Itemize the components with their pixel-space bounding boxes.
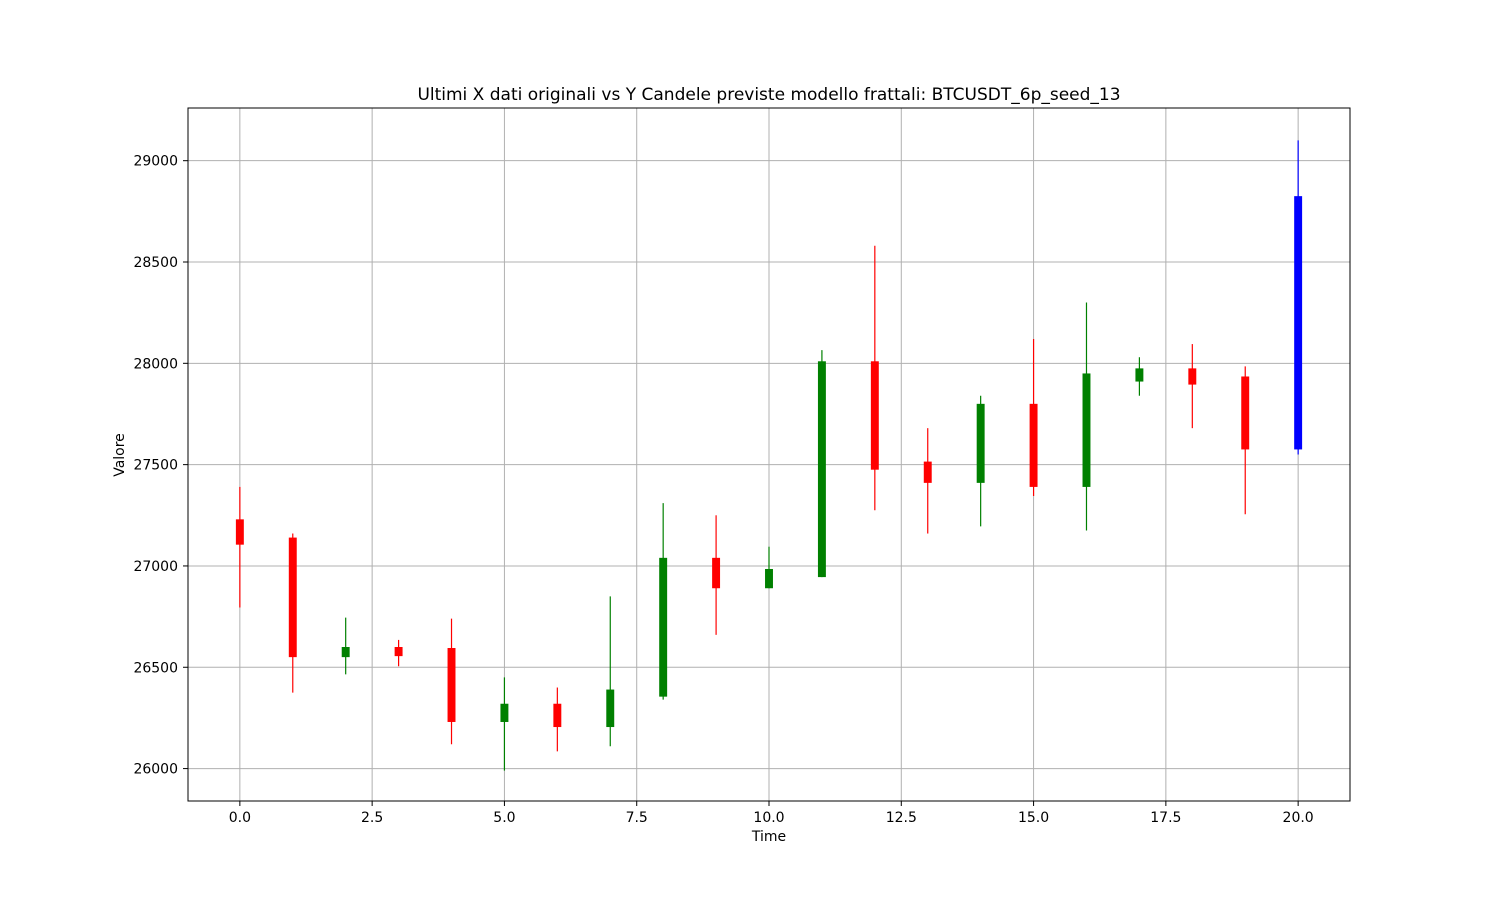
- y-tick-label: 26500: [133, 660, 178, 676]
- candle-body: [1082, 373, 1091, 487]
- y-tick-label: 27500: [133, 458, 178, 474]
- candle-body: [447, 648, 456, 722]
- candle-body: [1135, 368, 1144, 382]
- y-tick-label: 26000: [133, 762, 178, 778]
- candle-body: [976, 403, 985, 483]
- y-axis-label: Valore: [112, 433, 128, 477]
- axis-ticks: 0.0 2.5 5.0 7.5 10.0 12.5 15.0 17.5 20.0 26000 265…: [133, 154, 1313, 826]
- y-tick-label: 27000: [133, 559, 178, 575]
- candle-body: [870, 361, 879, 470]
- candle-body: [659, 557, 668, 697]
- candle-body: [1188, 368, 1197, 385]
- y-tick-label: 29000: [133, 154, 178, 170]
- x-tick-label: 15.0: [1018, 810, 1049, 826]
- candle-body: [235, 519, 244, 545]
- x-axis-label: Time: [751, 829, 786, 845]
- x-tick-label: 10.0: [753, 810, 784, 826]
- candle-body: [765, 568, 773, 589]
- x-tick-label: 17.5: [1150, 810, 1181, 826]
- candles: [235, 140, 1303, 771]
- candle-body: [1294, 196, 1303, 450]
- candle-body: [553, 703, 562, 728]
- candle-body: [288, 537, 297, 658]
- candle-body: [923, 461, 932, 483]
- candle-body: [1029, 403, 1038, 487]
- chart-title: Ultimi X dati originali vs Y Candele pre…: [417, 85, 1120, 105]
- candle-body: [500, 703, 509, 722]
- candle-body: [712, 557, 721, 589]
- candle-body: [341, 647, 350, 658]
- x-tick-label: 20.0: [1283, 810, 1314, 826]
- y-tick-label: 28500: [133, 255, 178, 271]
- x-tick-label: 7.5: [626, 810, 648, 826]
- x-tick-label: 0.0: [229, 810, 251, 826]
- candle-body: [394, 647, 403, 657]
- grid: [188, 108, 1350, 801]
- y-tick-label: 28000: [133, 356, 178, 372]
- candle-body: [1241, 376, 1250, 450]
- candle-body: [606, 689, 615, 728]
- x-tick-label: 12.5: [886, 810, 917, 826]
- x-tick-label: 5.0: [493, 810, 515, 826]
- x-tick-label: 2.5: [361, 810, 383, 826]
- candle-body: [817, 361, 826, 578]
